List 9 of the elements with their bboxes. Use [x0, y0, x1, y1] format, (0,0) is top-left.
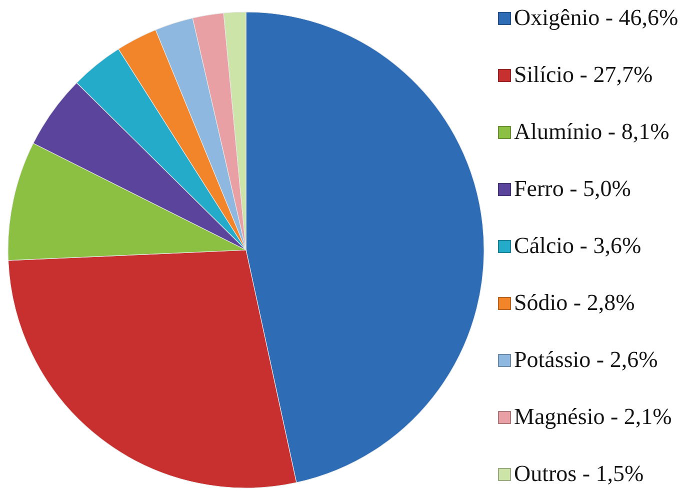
- legend-label: Ferro - 5,0%: [514, 176, 631, 202]
- legend-label: Potássio - 2,6%: [514, 347, 658, 373]
- legend-label: Magnésio - 2,1%: [514, 404, 672, 430]
- legend-label: Silício - 27,7%: [514, 62, 653, 88]
- legend-label: Sódio - 2,8%: [514, 290, 635, 316]
- legend-label: Cálcio - 3,6%: [514, 233, 642, 259]
- legend-label: Outros - 1,5%: [514, 461, 644, 487]
- legend-label: Alumínio - 8,1%: [514, 119, 670, 145]
- legend-label: Oxigênio - 46,6%: [514, 5, 678, 31]
